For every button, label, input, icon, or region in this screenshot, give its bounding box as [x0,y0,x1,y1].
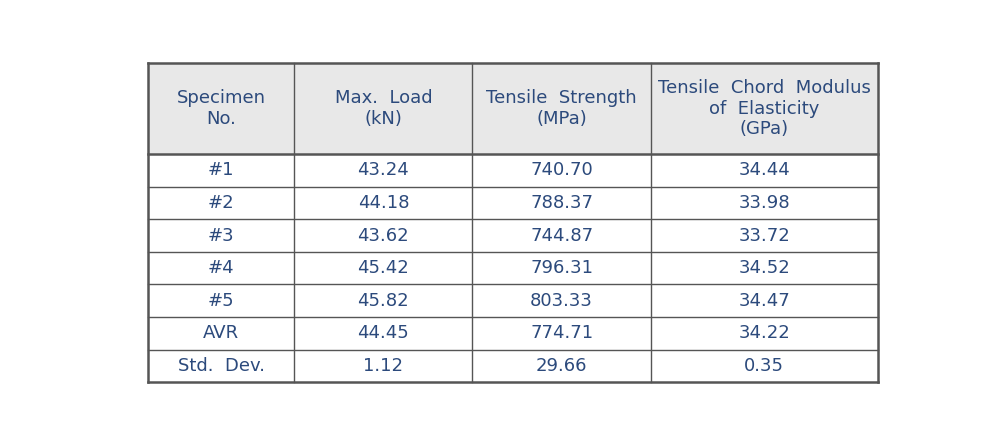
Bar [651,317,878,350]
Text: Max.  Load
(kN): Max. Load (kN) [334,89,432,128]
Text: 45.42: 45.42 [357,259,409,277]
Bar [148,154,294,187]
Bar [148,317,294,350]
Bar [148,252,294,284]
Bar [651,284,878,317]
Bar [294,252,472,284]
Bar [294,284,472,317]
Text: 34.47: 34.47 [739,292,790,310]
Text: 43.24: 43.24 [357,161,409,179]
Bar [294,317,472,350]
Text: 45.82: 45.82 [357,292,409,310]
Text: Tensile  Chord  Modulus
of  Elasticity
(GPa): Tensile Chord Modulus of Elasticity (GPa… [658,79,871,138]
Text: 803.33: 803.33 [531,292,593,310]
Bar [472,252,651,284]
Text: 44.18: 44.18 [357,194,409,212]
Bar [294,154,472,187]
Text: 34.52: 34.52 [739,259,790,277]
Text: 44.45: 44.45 [357,325,409,342]
Text: Std.  Dev.: Std. Dev. [178,357,265,375]
Bar [651,187,878,219]
Text: 0.35: 0.35 [744,357,784,375]
Bar [472,284,651,317]
Text: 796.31: 796.31 [531,259,594,277]
Text: #4: #4 [208,259,234,277]
Text: #2: #2 [208,194,234,212]
Text: #1: #1 [208,161,234,179]
Bar [472,219,651,252]
Text: 744.87: 744.87 [531,227,594,245]
Bar [472,154,651,187]
Text: 33.72: 33.72 [739,227,790,245]
Bar [148,187,294,219]
Bar [651,252,878,284]
Text: 1.12: 1.12 [363,357,403,375]
Bar [651,154,878,187]
Text: 34.22: 34.22 [739,325,790,342]
Text: 29.66: 29.66 [536,357,588,375]
Text: 43.62: 43.62 [357,227,409,245]
Bar [148,350,294,382]
Bar [472,187,651,219]
Bar [472,317,651,350]
Bar [651,219,878,252]
Text: 33.98: 33.98 [739,194,790,212]
Bar [294,350,472,382]
Bar [472,350,651,382]
Text: #3: #3 [208,227,234,245]
Bar [294,187,472,219]
Text: 740.70: 740.70 [531,161,593,179]
Text: 774.71: 774.71 [531,325,594,342]
Bar [148,219,294,252]
Bar [294,219,472,252]
Text: Tensile  Strength
(MPa): Tensile Strength (MPa) [486,89,637,128]
Text: #5: #5 [208,292,234,310]
Text: Specimen
No.: Specimen No. [177,89,266,128]
Text: AVR: AVR [203,325,239,342]
Text: 34.44: 34.44 [739,161,790,179]
Bar [148,284,294,317]
Bar [651,350,878,382]
Text: 788.37: 788.37 [531,194,594,212]
